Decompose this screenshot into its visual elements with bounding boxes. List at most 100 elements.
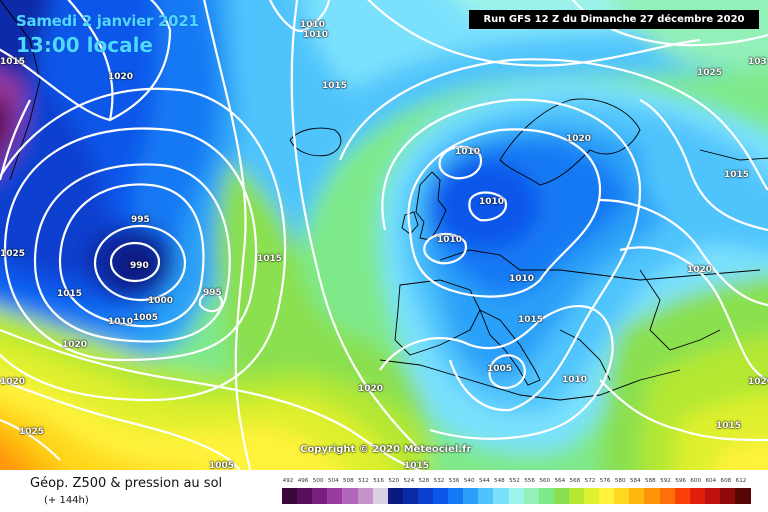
legend-value-label: 544	[478, 478, 490, 484]
z500-field	[0, 0, 768, 470]
legend-colour-swatch	[417, 488, 434, 504]
map-parameter-title: Géop. Z500 & pression au sol	[30, 476, 223, 491]
legend-colour-swatch	[312, 488, 328, 504]
legend-value-label: 608	[720, 478, 732, 484]
isobars	[0, 0, 768, 470]
isobar-label: 1015	[0, 57, 26, 67]
forecast-time: 13:00 locale	[16, 33, 153, 57]
legend-value-label: 580	[614, 478, 626, 484]
legend-colour-swatch	[659, 488, 676, 504]
legend-colour-swatch	[704, 488, 721, 504]
forecast-date: Samedi 2 janvier 2021	[16, 12, 199, 30]
isobar-label: 1025	[0, 249, 26, 259]
coastlines	[0, 0, 768, 401]
legend-colour-swatch	[614, 488, 630, 504]
map-canvas	[0, 0, 768, 470]
legend-colour-swatch	[553, 488, 570, 504]
isobar-label: 1025	[19, 427, 45, 437]
legend-colour-swatch	[342, 488, 358, 504]
legend-value-label: 500	[312, 478, 324, 484]
legend-value-label: 536	[448, 478, 460, 484]
legend-value-label: 576	[599, 478, 611, 484]
isobar-label: 1020	[0, 377, 26, 387]
legend-colour-swatch	[297, 488, 313, 504]
isobar-label: 1005	[209, 461, 235, 471]
isobar-label: 1010	[509, 274, 535, 284]
isobar-label: 1020	[687, 265, 713, 275]
isobar-label: 1005	[133, 313, 159, 323]
legend-colour-swatch	[599, 488, 615, 504]
isobar-label: 1015	[404, 461, 430, 471]
legend-value-label: 508	[343, 478, 354, 484]
legend-value-label: 596	[675, 478, 686, 484]
legend-colour-swatch	[523, 488, 540, 504]
legend-colour-swatch	[372, 488, 389, 504]
isobar-label: 1010	[300, 20, 326, 30]
legend-colour-swatch	[282, 488, 298, 504]
legend-value-label: 600	[690, 478, 702, 484]
legend-value-label: 604	[705, 478, 717, 484]
isobar-label: 1015	[322, 81, 348, 91]
legend-colour-swatch	[387, 488, 404, 504]
isobar-label: 1020	[108, 72, 134, 82]
legend-colour-swatch	[568, 488, 585, 504]
legend-colour-swatch	[719, 488, 736, 504]
run-banner: Run GFS 12 Z du Dimanche 27 décembre 202…	[469, 10, 759, 29]
legend-colour-swatch	[448, 488, 464, 504]
legend-value-label: 540	[463, 478, 475, 484]
isobar-label: 1015	[257, 254, 283, 264]
legend-value-label: 512	[358, 478, 369, 484]
legend-value-label: 560	[539, 478, 551, 484]
isobar-label: 995	[131, 215, 150, 225]
isobar-label: 1005	[487, 364, 513, 374]
legend-colour-swatch	[327, 488, 343, 504]
legend-value-label: 548	[494, 478, 505, 484]
legend-value-label: 528	[418, 478, 430, 484]
legend-value-label: 496	[297, 478, 309, 484]
legend-colour-swatch	[689, 488, 706, 504]
isobar-label: 1025	[697, 68, 723, 78]
legend-colour-swatch	[538, 488, 555, 504]
legend-value-label: 572	[584, 478, 596, 484]
legend-value-label: 504	[327, 478, 339, 484]
legend-value-label: 584	[629, 478, 641, 484]
isobar-label: 1015	[57, 289, 83, 299]
legend-colour-swatch	[584, 488, 600, 504]
isobar-label: 1010	[108, 317, 134, 327]
legend-value-label: 516	[373, 478, 384, 484]
legend-colour-swatch	[463, 488, 479, 504]
legend-value-label: 532	[433, 478, 445, 484]
legend-value-label: 492	[282, 478, 294, 484]
isobar-label: 990	[130, 261, 149, 271]
legend-colour-swatch	[478, 488, 494, 504]
legend-colour-swatch	[644, 488, 660, 504]
isobar-label: 1020	[566, 134, 592, 144]
legend-value-label: 612	[735, 478, 747, 484]
isobar-label: 1010	[437, 235, 463, 245]
isobar-label: 1010	[479, 197, 505, 207]
legend-value-label: 520	[388, 478, 400, 484]
isobar-label: 1015	[716, 421, 742, 431]
legend-value-label: 588	[645, 478, 656, 484]
copyright-notice: Copyright © 2020 Meteociel.fr	[300, 444, 472, 455]
legend-value-label: 568	[569, 478, 581, 484]
legend-value-label: 552	[509, 478, 520, 484]
legend-colour-swatch	[433, 488, 449, 504]
legend-colour-swatch	[735, 488, 751, 504]
legend-colour-swatch	[674, 488, 691, 504]
isobar-label: 1010	[303, 30, 329, 40]
forecast-lead-time: (+ 144h)	[44, 495, 89, 506]
isobar-label: 1010	[562, 375, 588, 385]
isobar-label: 1020	[358, 384, 384, 394]
legend-value-label: 564	[554, 478, 566, 484]
legend-value-label: 524	[403, 478, 415, 484]
isobar-label: 995	[203, 288, 222, 298]
isobar-label: 1015	[518, 315, 544, 325]
legend-colour-swatch	[508, 488, 525, 504]
weather-map	[0, 0, 768, 470]
isobar-label: 1020	[62, 340, 88, 350]
legend-value-label: 556	[524, 478, 535, 484]
legend-value-label: 592	[660, 478, 671, 484]
legend-colour-swatch	[493, 488, 509, 504]
isobar-label: 103	[748, 57, 767, 67]
